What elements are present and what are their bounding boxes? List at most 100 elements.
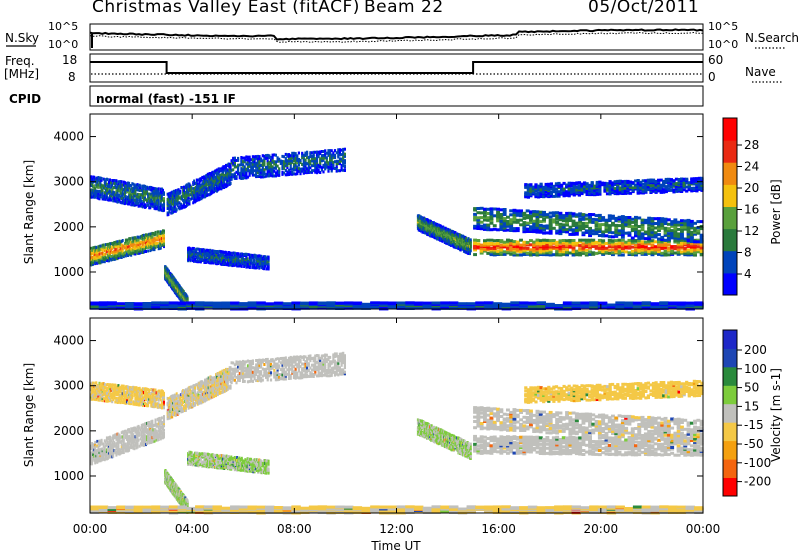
heatmap-cell bbox=[99, 261, 102, 265]
plot-title: Christmas Valley East (fitACF) bbox=[92, 0, 360, 17]
heatmap-cell bbox=[571, 239, 576, 242]
heatmap-cell bbox=[135, 238, 138, 241]
heatmap-cell bbox=[212, 181, 215, 185]
heatmap-cell bbox=[101, 195, 104, 199]
heatmap-cell bbox=[137, 238, 140, 242]
heatmap-cell bbox=[159, 190, 162, 194]
heatmap-cell bbox=[97, 183, 100, 187]
heatmap-cell bbox=[142, 204, 145, 208]
heatmap-cell bbox=[117, 189, 120, 193]
heatmap-cell bbox=[117, 251, 120, 255]
heatmap-cell bbox=[101, 260, 104, 264]
heatmap-cell bbox=[145, 205, 147, 209]
heatmap-cell bbox=[111, 183, 114, 187]
heatmap-cell bbox=[159, 232, 162, 235]
heatmap-cell bbox=[155, 243, 158, 247]
heatmap-cell bbox=[177, 194, 180, 198]
heatmap-cell bbox=[208, 172, 211, 175]
heatmap-cell bbox=[132, 243, 135, 247]
heatmap-cell bbox=[114, 199, 117, 203]
heatmap-cell bbox=[147, 197, 150, 201]
heatmap-cell bbox=[110, 247, 113, 251]
heatmap-cell bbox=[159, 199, 162, 203]
heatmap-cell bbox=[109, 251, 111, 255]
heatmap-cell bbox=[154, 245, 157, 249]
heatmap-cell bbox=[128, 237, 131, 241]
heatmap-cell bbox=[135, 241, 138, 244]
heatmap-cell bbox=[94, 247, 97, 251]
heatmap-cell bbox=[186, 200, 189, 204]
heatmap-cell bbox=[115, 181, 118, 185]
heatmap-cell bbox=[117, 200, 120, 204]
heatmap-cell bbox=[209, 176, 212, 180]
heatmap-cell bbox=[127, 254, 129, 257]
heatmap-cell bbox=[114, 244, 117, 248]
heatmap-cell bbox=[109, 246, 111, 250]
heatmap-cell bbox=[149, 243, 152, 247]
nsearch-line bbox=[89, 31, 704, 43]
heatmap-cell bbox=[657, 233, 661, 237]
heatmap-cell bbox=[130, 196, 133, 200]
heatmap-cell bbox=[141, 196, 144, 200]
heatmap-cell bbox=[160, 242, 163, 246]
heatmap-cell bbox=[132, 196, 135, 200]
heatmap-cell bbox=[141, 248, 144, 252]
heatmap-cell bbox=[140, 199, 143, 203]
heatmap-cell bbox=[173, 202, 176, 206]
heatmap-cell bbox=[102, 186, 105, 190]
heatmap-cell bbox=[157, 194, 160, 198]
heatmap-cell bbox=[99, 193, 102, 197]
heatmap-cell bbox=[152, 186, 155, 190]
heatmap-cell bbox=[134, 190, 137, 193]
heatmap-cell bbox=[157, 191, 160, 195]
heatmap-cell bbox=[168, 210, 171, 214]
heatmap-cell bbox=[145, 235, 147, 238]
noise-tick-top-right: 10^5 bbox=[708, 20, 739, 33]
heatmap-cell bbox=[104, 252, 107, 256]
heatmap-cell bbox=[124, 243, 127, 247]
heatmap-cell bbox=[132, 236, 135, 240]
heatmap-cell bbox=[159, 201, 162, 205]
heatmap-cell bbox=[171, 193, 174, 197]
heatmap-cell bbox=[515, 227, 520, 231]
heatmap-cell bbox=[194, 195, 197, 199]
heatmap-cell bbox=[148, 206, 151, 210]
heatmap-cell bbox=[124, 183, 127, 187]
heatmap-cell bbox=[217, 187, 220, 191]
heatmap-cell bbox=[113, 191, 116, 195]
heatmap-cell bbox=[104, 191, 107, 195]
heatmap-cell bbox=[147, 249, 150, 253]
nsky-label: N.Sky bbox=[5, 31, 40, 45]
heatmap-cell bbox=[150, 186, 153, 189]
heatmap-cell bbox=[204, 176, 207, 180]
heatmap-cell bbox=[114, 182, 117, 185]
heatmap-cell bbox=[152, 248, 155, 252]
heatmap-cell bbox=[202, 184, 205, 188]
heatmap-cell bbox=[98, 250, 101, 253]
heatmap-cell bbox=[147, 238, 150, 242]
heatmap-cell bbox=[128, 245, 131, 249]
heatmap-cell bbox=[95, 256, 98, 260]
heatmap-cell bbox=[121, 250, 124, 254]
heatmap-cell bbox=[306, 150, 309, 154]
heatmap-cell bbox=[159, 246, 162, 250]
heatmap-cell bbox=[90, 181, 92, 185]
heatmap-cell bbox=[130, 187, 133, 191]
heatmap-cell bbox=[141, 251, 144, 254]
heatmap-cell bbox=[157, 202, 160, 206]
heatmap-cell bbox=[175, 208, 178, 212]
heatmap-cell bbox=[299, 158, 302, 162]
heatmap-cell bbox=[150, 239, 153, 243]
heatmap-cell bbox=[121, 239, 124, 242]
freq-panel-frame bbox=[89, 53, 704, 83]
heatmap-cell bbox=[206, 180, 209, 183]
beam-label: Beam 22 bbox=[364, 0, 444, 17]
heatmap-cell bbox=[335, 165, 338, 168]
heatmap-cell bbox=[129, 250, 132, 254]
heatmap-cell bbox=[201, 196, 204, 200]
heatmap-cell bbox=[124, 199, 127, 203]
heatmap-cell bbox=[248, 155, 251, 159]
heatmap-cell bbox=[114, 179, 117, 183]
heatmap-cell bbox=[99, 183, 102, 187]
heatmap-cell bbox=[99, 259, 102, 263]
